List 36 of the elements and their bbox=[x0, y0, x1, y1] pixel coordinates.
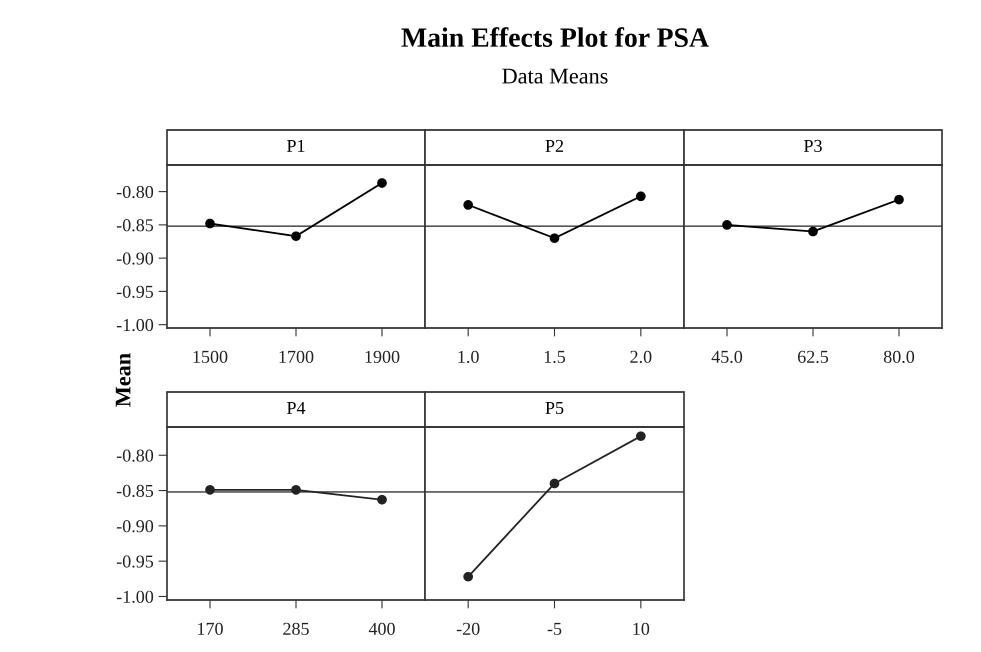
x-tick-label: -5 bbox=[548, 622, 562, 635]
x-tick-label: 285 bbox=[283, 622, 309, 635]
x-tick-label: 80.0 bbox=[884, 350, 914, 364]
x-tick-label: 10 bbox=[633, 622, 650, 635]
x-tick-label: 1500 bbox=[194, 350, 228, 363]
x-tick-label: 2.0 bbox=[630, 350, 652, 364]
y-axis-title: Mean bbox=[116, 353, 131, 407]
y-tick-label: -1.00 bbox=[116, 318, 154, 332]
y-tick-label: -0.95 bbox=[116, 286, 154, 298]
chart-title: P5 bbox=[545, 402, 564, 414]
y-tick-label: -0.90 bbox=[116, 252, 154, 265]
chart-title: P2 bbox=[545, 140, 564, 152]
x-tick-label: 1.0 bbox=[458, 350, 479, 364]
chart-title: P4 bbox=[286, 402, 306, 414]
x-tick-label: 1900 bbox=[366, 350, 400, 363]
x-tick-label: 45.0 bbox=[712, 350, 742, 364]
y-tick-label: -1.00 bbox=[116, 590, 154, 603]
text: Data Means bbox=[502, 68, 608, 84]
y-tick-label: -0.90 bbox=[116, 520, 154, 532]
y-tick-label: -0.80 bbox=[116, 186, 154, 198]
point bbox=[291, 231, 301, 242]
chart-title: P3 bbox=[804, 140, 822, 152]
y-tick-label: -0.85 bbox=[116, 219, 154, 232]
point bbox=[377, 178, 387, 188]
point bbox=[205, 218, 215, 228]
x-tick-label: 400 bbox=[368, 622, 395, 635]
text: Main Effects Plot for PSA bbox=[401, 27, 709, 47]
chart-title: P1 bbox=[286, 140, 304, 152]
y-tick-label: -0.80 bbox=[116, 450, 154, 462]
x-tick-label: 62.5 bbox=[798, 350, 828, 364]
x-tick-label: 1.5 bbox=[544, 350, 566, 364]
y-tick-label: -0.85 bbox=[116, 484, 154, 498]
x-tick-label: -20 bbox=[456, 622, 480, 635]
x-tick-label: 170 bbox=[198, 622, 223, 635]
y-tick-label: -0.95 bbox=[116, 555, 154, 568]
x-tick-label: 1700 bbox=[280, 350, 314, 363]
